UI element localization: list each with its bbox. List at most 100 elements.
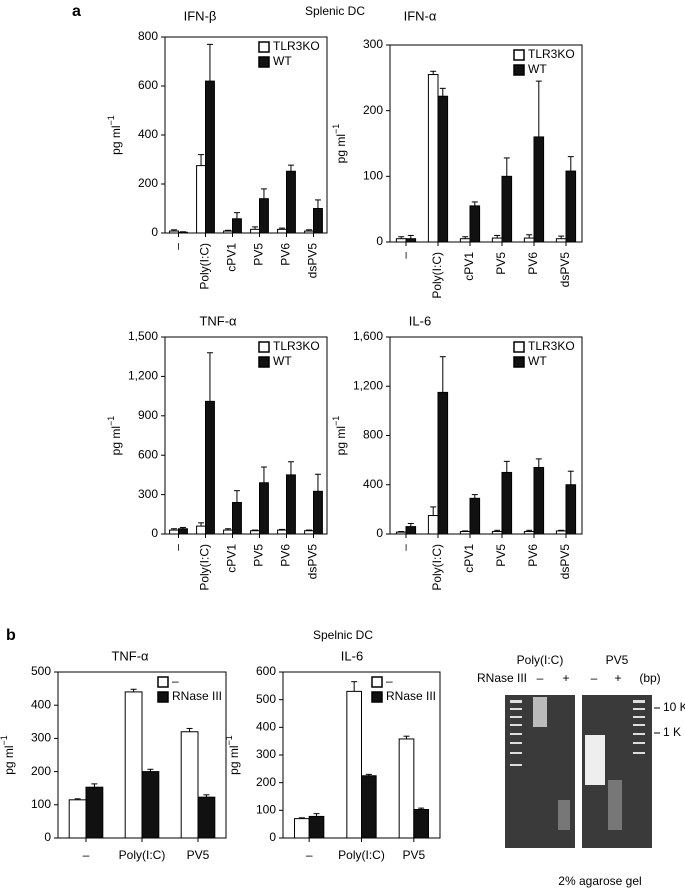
- y-tick-label: 100: [256, 803, 276, 817]
- legend-swatch: [371, 691, 383, 703]
- x-tick-label: PV6: [279, 243, 293, 266]
- y-tick-label: 100: [31, 797, 51, 811]
- x-tick-label: cPV1: [225, 243, 239, 272]
- y-axis-label-exponent: −1: [224, 735, 234, 745]
- y-tick-label: 400: [138, 127, 158, 141]
- y-axis-label-text: pg ml: [227, 745, 241, 774]
- bar: [250, 228, 260, 234]
- bar: [259, 198, 269, 234]
- bar: [259, 482, 269, 535]
- legend-label: TLR3KO: [273, 39, 320, 53]
- y-tick-label: 300: [31, 731, 51, 745]
- bar: [555, 238, 567, 243]
- y-tick-label: 200: [31, 764, 51, 778]
- plot-frame: [389, 336, 583, 535]
- legend-label: WT: [273, 54, 292, 68]
- x-tick-label: Poly(I:C): [430, 544, 444, 591]
- y-axis-label: pg ml−1: [224, 735, 241, 775]
- x-tick-label: Poly(I:C): [430, 252, 444, 299]
- chart-title: IFN-β: [184, 8, 217, 23]
- bar: [205, 400, 215, 535]
- y-tick-label: 1,600: [353, 329, 383, 343]
- x-tick-label: Poly(I:C): [119, 848, 166, 862]
- bar: [196, 525, 206, 535]
- x-tick-label: Poly(I:C): [198, 243, 212, 290]
- plot-frame: [164, 336, 328, 535]
- x-tick-label: PV5: [187, 848, 210, 862]
- legend-swatch: [513, 64, 525, 76]
- y-tick-label: 0: [376, 234, 383, 248]
- bar: [523, 237, 535, 243]
- y-axis-label: pg ml−1: [331, 124, 348, 164]
- legend-label: WT: [528, 62, 547, 76]
- y-tick-label: 600: [138, 447, 158, 461]
- ladder: [510, 700, 645, 766]
- x-tick-label: –: [83, 848, 90, 862]
- y-axis-label-text: pg ml: [109, 426, 123, 455]
- x-tick-label: PV6: [526, 252, 540, 275]
- panel-title: Splenic DC: [305, 4, 365, 18]
- gel-band: [585, 735, 605, 785]
- y-tick-label: 0: [151, 225, 158, 239]
- bar: [565, 484, 577, 535]
- bar: [555, 530, 567, 535]
- plot-frame: [164, 36, 328, 234]
- y-tick-label: 500: [31, 664, 51, 678]
- y-tick-label: 300: [363, 37, 383, 51]
- bar: [277, 529, 287, 535]
- bar: [308, 815, 325, 839]
- legend-swatch: [513, 341, 525, 353]
- panel-label: b: [6, 627, 16, 644]
- gel-label: 1 K: [663, 725, 681, 739]
- y-tick-label: 900: [138, 408, 158, 422]
- bar: [232, 218, 242, 234]
- y-tick-label: 1,500: [128, 329, 158, 343]
- bar: [286, 170, 296, 234]
- y-tick-label: 300: [138, 487, 158, 501]
- y-tick-label: 300: [256, 747, 276, 761]
- x-tick-label: PV5: [252, 544, 266, 567]
- bar: [413, 809, 429, 839]
- y-tick-label: 200: [138, 176, 158, 190]
- gel-label: RNase III: [477, 671, 527, 685]
- bar: [533, 467, 545, 535]
- y-axis-label-exponent: −1: [331, 124, 341, 134]
- legend-swatch: [258, 56, 270, 68]
- bar: [427, 74, 439, 243]
- legend-swatch: [258, 356, 270, 368]
- bar: [395, 531, 407, 535]
- x-tick-label: cPV1: [462, 544, 476, 573]
- x-tick-label: –: [306, 848, 313, 862]
- gel: Poly(I:C) PV5 RNase III – + – + (bp) 10 …: [477, 653, 685, 888]
- bar: [141, 771, 160, 839]
- y-tick-label: 600: [138, 78, 158, 92]
- legend-swatch: [513, 356, 525, 368]
- legend-swatch: [513, 49, 525, 61]
- bar: [205, 80, 215, 234]
- y-tick-label: 400: [256, 720, 276, 734]
- chart-title: IL-6: [341, 648, 363, 663]
- gel-label: PV5: [606, 653, 629, 667]
- x-tick-label: PV5: [252, 243, 266, 266]
- legend-label: RNase III: [386, 689, 436, 703]
- bar: [501, 471, 513, 535]
- bar: [85, 786, 104, 839]
- y-tick-label: 600: [256, 664, 276, 678]
- bar: [395, 238, 407, 243]
- legend-label: TLR3KO: [528, 339, 575, 353]
- legend-label: –: [386, 674, 393, 688]
- y-tick-label: 400: [363, 477, 383, 491]
- bar: [294, 818, 310, 839]
- y-tick-label: 800: [138, 29, 158, 43]
- bar: [346, 690, 363, 839]
- bar: [169, 529, 179, 535]
- bar: [232, 501, 242, 535]
- bar: [178, 528, 188, 535]
- chart-title: IFN-α: [404, 8, 437, 23]
- bar: [313, 490, 323, 535]
- y-tick-label: 500: [256, 692, 276, 706]
- y-axis-label: pg ml−1: [106, 115, 123, 155]
- bar: [405, 238, 417, 243]
- chart-title: IL-6: [409, 313, 431, 328]
- bar: [469, 497, 481, 535]
